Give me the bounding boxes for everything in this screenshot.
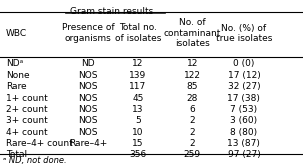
Text: 2: 2 [190,139,195,148]
Text: ND: ND [81,59,95,68]
Text: 3 (60): 3 (60) [230,116,258,125]
Text: Rare–4+ count: Rare–4+ count [6,139,73,148]
Text: 12: 12 [187,59,198,68]
Text: 28: 28 [187,93,198,103]
Text: 1+ count: 1+ count [6,93,48,103]
Text: 7 (53): 7 (53) [230,105,258,114]
Text: 117: 117 [129,82,146,91]
Text: Total no.
of isolates: Total no. of isolates [115,24,161,43]
Text: 17 (12): 17 (12) [228,71,260,80]
Text: NOS: NOS [78,105,98,114]
Text: 15: 15 [132,139,144,148]
Text: NOS: NOS [78,116,98,125]
Text: Gram stain results: Gram stain results [71,7,154,16]
Text: Total: Total [6,150,27,159]
Text: 45: 45 [132,93,144,103]
Text: 97 (27): 97 (27) [228,150,260,159]
Text: WBC: WBC [6,29,27,38]
Text: Rare–4+: Rare–4+ [69,139,107,148]
Text: 32 (27): 32 (27) [228,82,260,91]
Text: 122: 122 [184,71,201,80]
Text: 2: 2 [190,128,195,137]
Text: 13: 13 [132,105,144,114]
Text: Rare: Rare [6,82,27,91]
Text: 0 (0): 0 (0) [233,59,255,68]
Text: 85: 85 [187,82,198,91]
Text: No. of
contaminant
isolates: No. of contaminant isolates [164,18,221,48]
Text: 5: 5 [135,116,141,125]
Text: 2: 2 [190,116,195,125]
Text: 259: 259 [184,150,201,159]
Text: Presence of
organisms: Presence of organisms [62,24,114,43]
Text: 17 (38): 17 (38) [228,93,260,103]
Text: NOS: NOS [78,93,98,103]
Text: 13 (87): 13 (87) [228,139,260,148]
Text: 356: 356 [129,150,146,159]
Text: 139: 139 [129,71,146,80]
Text: NOS: NOS [78,82,98,91]
Text: 12: 12 [132,59,144,68]
Text: None: None [6,71,30,80]
Text: NOS: NOS [78,71,98,80]
Text: NOS: NOS [78,128,98,137]
Text: 2+ count: 2+ count [6,105,48,114]
Text: 10: 10 [132,128,144,137]
Text: NDᵃ: NDᵃ [6,59,23,68]
Text: 6: 6 [190,105,195,114]
Text: No. (%) of
true isolates: No. (%) of true isolates [216,24,272,43]
Text: 8 (80): 8 (80) [230,128,258,137]
Text: ᵃ ND, not done.: ᵃ ND, not done. [3,156,67,165]
Text: 3+ count: 3+ count [6,116,48,125]
Text: 4+ count: 4+ count [6,128,48,137]
